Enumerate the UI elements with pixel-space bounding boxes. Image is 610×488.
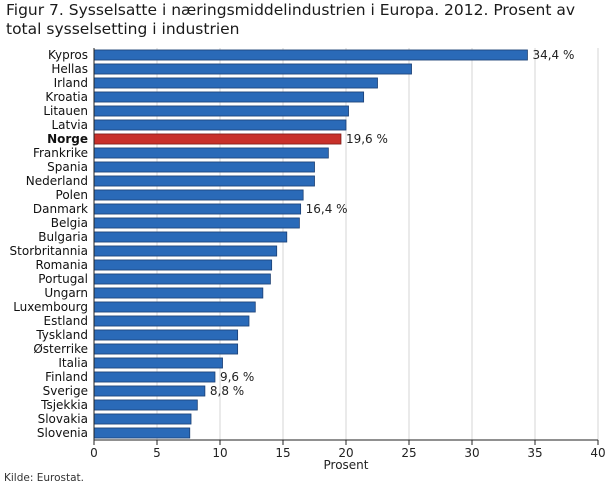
category-label: Finland	[45, 370, 88, 384]
bar-ungarn	[93, 287, 264, 299]
category-label: Italia	[58, 356, 88, 370]
bar-tsjekkia	[93, 399, 198, 411]
category-label: Tsjekkia	[40, 398, 88, 412]
x-axis: 0 5 10 15 20 25 30 35 40	[90, 48, 606, 460]
x-axis-title: Prosent	[324, 458, 369, 472]
data-label: 34,4 %	[532, 48, 574, 62]
data-label: 19,6 %	[346, 132, 388, 146]
x-tick-label: 15	[275, 446, 290, 460]
bar-storbritannia	[93, 245, 278, 257]
x-tick-label: 25	[401, 446, 416, 460]
x-tick-label: 40	[590, 446, 605, 460]
bars	[93, 49, 528, 439]
category-label: Sverige	[43, 384, 88, 398]
category-label: Frankrike	[33, 146, 88, 160]
bar-hellas	[93, 63, 412, 75]
bar-romania	[93, 259, 273, 271]
category-label: Slovakia	[38, 412, 88, 426]
category-label: Storbritannia	[10, 244, 88, 258]
category-label: Irland	[54, 76, 88, 90]
bar-polen	[93, 189, 304, 201]
bar-portugal	[93, 273, 271, 285]
data-label: 16,4 %	[306, 202, 348, 216]
category-label: Latvia	[51, 118, 88, 132]
category-label: Luxembourg	[13, 300, 88, 314]
category-label: Bulgaria	[38, 230, 88, 244]
data-labels: 34,4 % 19,6 % 16,4 % 9,6 %8,8 %	[210, 48, 574, 398]
category-label: Polen	[56, 188, 88, 202]
bar-spania	[93, 161, 315, 173]
x-tick-label: 10	[212, 446, 227, 460]
bar-danmark	[93, 203, 302, 215]
bar-litauen	[93, 105, 349, 117]
x-tick-label: 35	[527, 446, 542, 460]
bar-finland	[93, 371, 216, 383]
category-label: Estland	[44, 314, 88, 328]
bar-tyskland	[93, 329, 239, 341]
bar-belgia	[93, 217, 300, 229]
bar-italia	[93, 357, 223, 369]
category-label: Slovenia	[37, 426, 88, 440]
category-label: Romania	[36, 258, 88, 272]
category-label: Hellas	[51, 62, 88, 76]
category-label: Danmark	[33, 202, 88, 216]
category-label: Ungarn	[44, 286, 88, 300]
category-label: Belgia	[51, 216, 88, 230]
category-label: Østerrike	[33, 342, 88, 356]
chart-title: Figur 7. Sysselsatte i næringsmiddelindu…	[6, 1, 576, 38]
data-label: 9,6 %	[220, 370, 254, 384]
category-label: Spania	[47, 160, 88, 174]
bar-norge	[93, 133, 342, 145]
x-tick-label: 5	[153, 446, 161, 460]
x-tick-label: 20	[338, 446, 353, 460]
bar-kroatia	[93, 91, 365, 103]
x-tick-label: 30	[464, 446, 479, 460]
category-label: Litauen	[43, 104, 88, 118]
category-label: Kypros	[48, 48, 88, 62]
category-label: Tyskland	[35, 328, 88, 342]
bar-slovenia	[93, 427, 191, 439]
bar-estland	[93, 315, 250, 327]
source-note: Kilde: Eurostat.	[4, 472, 84, 484]
bar-luxembourg	[93, 301, 256, 313]
category-labels: KyprosHellasIrlandKroatiaLitauenLatviaNo…	[10, 48, 89, 440]
bar-frankrike	[93, 147, 329, 159]
category-label: Nederland	[26, 174, 88, 188]
category-label: Norge	[47, 132, 88, 146]
bar-latvia	[93, 119, 347, 131]
bar-slovakia	[93, 413, 192, 425]
bar-østerrike	[93, 343, 239, 355]
category-label: Kroatia	[45, 90, 88, 104]
category-label: Portugal	[38, 272, 88, 286]
data-label: 8,8 %	[210, 384, 244, 398]
bar-bulgaria	[93, 231, 288, 243]
bar-sverige	[93, 385, 206, 397]
bar-irland	[93, 77, 378, 89]
bar-nederland	[93, 175, 315, 187]
x-tick-label: 0	[90, 446, 98, 460]
bar-kypros	[93, 49, 528, 61]
